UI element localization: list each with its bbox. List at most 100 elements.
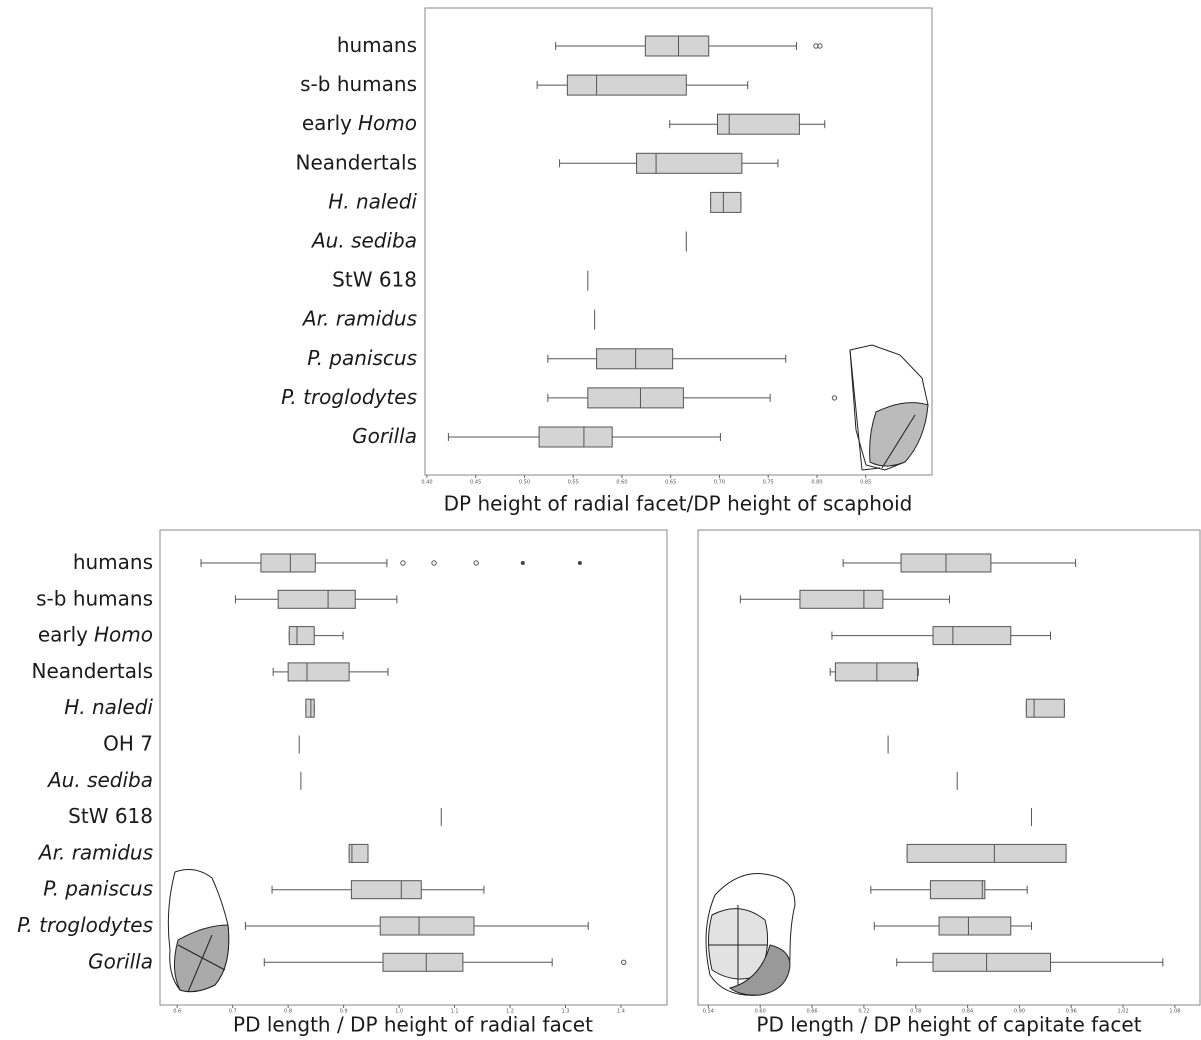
category-label-part: Au. sediba — [310, 228, 417, 252]
plot-frame — [424, 7, 933, 476]
x-tick-label: 0.60 — [616, 480, 627, 486]
plot-frame — [697, 529, 1201, 1006]
x-tick-label: 1.1 — [451, 1009, 459, 1015]
box — [305, 698, 315, 718]
category-label: OH 7 — [103, 731, 153, 755]
category-label: s-b humans — [300, 72, 417, 96]
box — [636, 152, 743, 174]
bone-outline — [705, 873, 796, 996]
category-label: Au. sediba — [46, 767, 153, 791]
outlier — [817, 43, 823, 49]
category-label: Neandertals — [32, 658, 154, 682]
box — [277, 589, 356, 609]
category-label-part: H. naledi — [64, 695, 153, 719]
x-tick-label: 0.55 — [568, 480, 579, 486]
box — [799, 589, 884, 609]
category-label-part: Gorilla — [88, 949, 153, 973]
box — [287, 662, 350, 682]
box — [382, 952, 464, 972]
category-label: P. paniscus — [307, 345, 417, 369]
x-tick-label: 0.72 — [858, 1009, 869, 1015]
category-label-part: humans — [337, 33, 417, 57]
box — [1025, 698, 1065, 718]
x-tick-label: 1.08 — [1169, 1009, 1180, 1015]
box — [906, 843, 1067, 863]
category-label-part: P. paniscus — [43, 876, 153, 900]
box — [566, 74, 687, 96]
x-tick-label: 0.80 — [811, 480, 822, 486]
x-tick-label: 0.60 — [755, 1009, 766, 1015]
x-tick-label: 0.8 — [284, 1009, 292, 1015]
category-label: humans — [73, 550, 153, 574]
category-label: Ar. ramidus — [37, 840, 153, 864]
box — [644, 35, 710, 57]
category-label: P. troglodytes — [17, 913, 153, 937]
category-label-part: Homo — [358, 111, 417, 135]
x-tick-label: 0.66 — [806, 1009, 817, 1015]
box — [350, 880, 422, 900]
category-label: early Homo — [38, 622, 153, 646]
category-label-part: P. troglodytes — [17, 913, 153, 937]
category-label-part: OH 7 — [103, 731, 153, 755]
category-label: Neandertals — [296, 150, 418, 174]
x-tick-label: 1.02 — [1118, 1009, 1129, 1015]
category-label: Gorilla — [88, 949, 153, 973]
x-tick-label: 0.9 — [340, 1009, 348, 1015]
x-tick-label: 0.84 — [962, 1009, 973, 1015]
box — [932, 626, 1012, 646]
extreme — [577, 561, 582, 565]
x-tick-label: 0.90 — [1014, 1009, 1025, 1015]
x-tick-label: 0.45 — [470, 480, 481, 486]
x-tick-label: 0.54 — [703, 1009, 714, 1015]
category-label-part: Ar. ramidus — [37, 840, 153, 864]
category-label: humans — [337, 33, 417, 57]
x-tick-label: 0.50 — [519, 480, 530, 486]
x-tick-label: 1.0 — [395, 1009, 403, 1015]
category-label: s-b humans — [36, 586, 153, 610]
x-axis-label: PD length / DP height of capitate facet — [756, 1013, 1141, 1037]
category-label-part: Ar. ramidus — [301, 306, 417, 330]
category-label-part: Neandertals — [296, 150, 418, 174]
outlier — [473, 560, 479, 566]
box — [260, 553, 316, 573]
bone-outline — [167, 869, 230, 993]
x-tick-label: 0.7 — [229, 1009, 237, 1015]
category-label-part: StW 618 — [332, 267, 417, 291]
category-label: P. troglodytes — [281, 384, 417, 408]
box — [538, 426, 613, 448]
category-label-part: early — [38, 622, 88, 646]
category-label-part: Homo — [94, 622, 153, 646]
box — [596, 348, 674, 370]
category-label-part: humans — [73, 550, 153, 574]
outlier — [621, 959, 627, 965]
box — [348, 843, 369, 863]
box — [710, 191, 742, 213]
category-label: Gorilla — [352, 424, 417, 448]
x-tick-label: 0.96 — [1066, 1009, 1077, 1015]
category-label-part: Au. sediba — [46, 767, 153, 791]
x-tick-label: 1.2 — [506, 1009, 514, 1015]
category-label-part: Neandertals — [32, 658, 154, 682]
category-label: H. naledi — [328, 189, 417, 213]
x-tick-label: 0.6 — [173, 1009, 181, 1015]
outlier — [431, 560, 437, 566]
box — [379, 916, 475, 936]
box — [938, 916, 1012, 936]
x-tick-label: 1.3 — [562, 1009, 570, 1015]
outlier — [400, 560, 406, 566]
outlier — [831, 395, 838, 401]
x-axis-label: PD length / DP height of radial facet — [233, 1013, 593, 1037]
x-tick-label: 0.78 — [910, 1009, 921, 1015]
x-tick-label: 0.75 — [763, 480, 774, 486]
x-tick-label: 0.40 — [421, 480, 432, 486]
bone-outline — [849, 344, 929, 471]
extreme — [520, 561, 525, 565]
box — [288, 626, 315, 646]
x-tick-label: 0.70 — [714, 480, 725, 486]
category-label: StW 618 — [332, 267, 417, 291]
plot-frame — [159, 529, 668, 1006]
x-axis-label: DP height of radial facet/DP height of s… — [444, 492, 913, 516]
category-label-part: StW 618 — [68, 804, 153, 828]
